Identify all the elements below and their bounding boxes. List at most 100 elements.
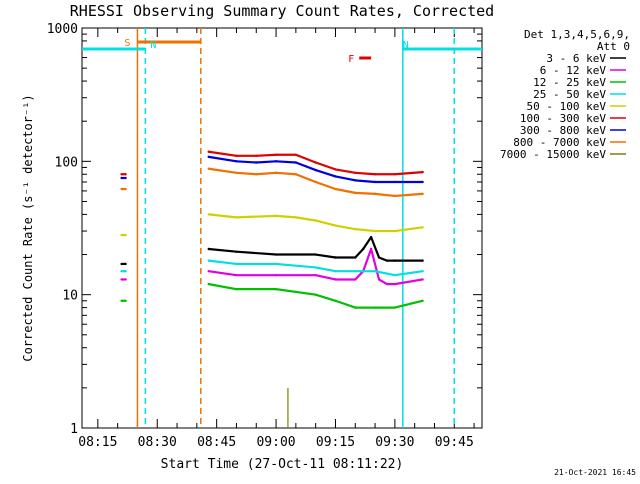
series-point [120,269,123,273]
legend-entry-label: 800 - 7000 keV [513,136,606,149]
series-line [208,247,423,286]
series-point [421,226,424,229]
series-point [373,229,377,233]
series-point [274,273,278,277]
legend-entry-label: 300 - 800 keV [520,124,606,137]
series-point [393,194,397,198]
series-point [393,273,397,277]
series-point [421,192,424,196]
series-point [235,216,238,219]
series-point [207,155,210,159]
series-point [377,256,381,259]
plot-area: 1 10 100 1000 08:15 08:30 08:45 09:00 09:15 09:30… [47,22,483,450]
legend-entry-label: 50 - 100 keV [527,100,607,113]
x-tick-label: 08:15 [78,435,117,450]
series-point [207,167,210,170]
series-point [393,306,397,309]
series-point [207,213,210,216]
legend-entry-label: 3 - 6 keV [546,52,606,65]
series-point [385,259,389,262]
flag-label: S [124,38,130,49]
x-tick-label: 08:30 [138,435,177,450]
legend-header: Det 1,3,4,5,6,9, [524,28,630,41]
series-point [255,173,258,176]
series-point [393,229,397,233]
series-point [294,153,298,156]
flag-label: F [348,54,354,65]
series-point [354,269,357,273]
series-point [385,282,389,286]
series-point [334,187,337,191]
legend-entry-label: 12 - 25 keV [533,76,606,89]
series-point [393,259,397,262]
series-point [421,278,424,281]
series-point [294,173,298,176]
plot-frame [81,27,483,429]
series-point [235,154,238,158]
series-point [207,259,210,262]
series-point [354,227,357,231]
series-line [208,236,423,262]
legend-entry-label: 6 - 12 keV [540,64,607,77]
y-tick-label: 100 [55,155,78,170]
series-point [274,262,278,266]
flag-label: N [150,40,156,51]
x-axis-label: Start Time (27-Oct-11 08:11:22) [161,457,404,472]
series-point [369,247,373,251]
series-point [354,191,357,195]
series-point [120,299,123,302]
series-point [373,180,377,184]
series-point [274,171,278,175]
series-point [124,278,127,281]
series-point [235,160,238,163]
series-point [274,160,278,163]
series-point [235,171,238,175]
series-point [421,269,424,273]
series-point [354,306,357,309]
series-point [314,180,317,184]
series-point [207,282,210,286]
x-tick-label: 09:15 [316,435,355,450]
series-point [124,299,127,302]
series-point [421,299,424,302]
series-point [124,173,127,176]
legend-entry-label: 7000 - 15000 keV [500,148,606,161]
series-point [354,256,357,259]
series-point [120,233,123,237]
series-point [354,179,357,182]
series-point [314,253,317,256]
series-point [354,171,357,175]
series-point [377,278,381,281]
series-point [120,187,123,191]
series-point [314,168,317,172]
series-point [274,287,278,291]
series-point [124,187,127,191]
series-point [393,173,397,176]
series-point [334,224,337,227]
legend-entry-label: 100 - 300 keV [520,112,606,125]
series-point [373,173,377,176]
series-point [235,262,238,266]
series-point [294,161,298,164]
series-point [124,262,127,266]
series-point [354,278,357,281]
x-tick-label: 08:45 [197,435,236,450]
series-point [274,153,278,156]
series-point [314,273,317,277]
series-point [124,176,127,180]
series-point [207,150,210,153]
series-line [208,213,423,233]
series-point [373,269,377,273]
series-point [314,161,317,164]
series-point [393,282,397,286]
series-point [314,266,317,269]
y-tick-label: 10 [62,289,78,304]
series-point [207,269,210,273]
series-point [334,278,337,281]
series-point [334,256,337,259]
flag-label: N [403,40,409,51]
series-point [421,170,424,174]
